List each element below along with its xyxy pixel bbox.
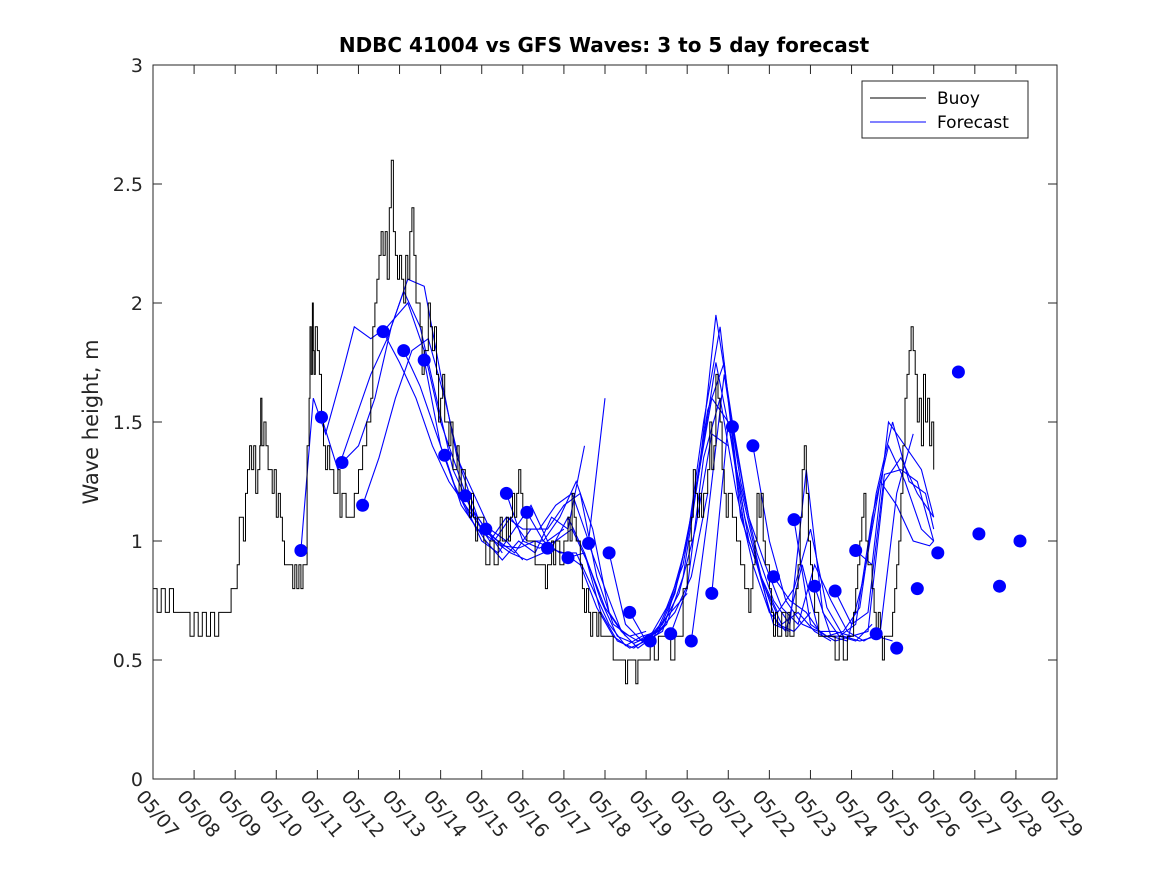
forecast-marker (458, 489, 472, 503)
buoy-series (153, 159, 935, 685)
legend: Buoy Forecast (861, 80, 1029, 139)
x-tick-label: 05/16 (501, 786, 553, 842)
x-tick-label: 05/10 (254, 786, 306, 842)
x-tick-label: 05/09 (213, 786, 265, 842)
forecast-line (341, 278, 524, 561)
forecast-line (505, 493, 688, 642)
forecast-marker (376, 325, 390, 339)
forecast-marker (643, 634, 657, 648)
forecast-marker (828, 584, 842, 598)
forecast-marker (315, 410, 328, 424)
forecast-marker (561, 551, 575, 565)
forecast-line (608, 362, 791, 642)
forecast-line (670, 398, 852, 642)
forecast-line (588, 326, 770, 649)
forecast-line (731, 426, 914, 642)
forecast-marker (397, 344, 411, 358)
forecast-line (814, 480, 935, 642)
forecast-marker (356, 498, 370, 512)
x-tick-label: 05/22 (748, 786, 800, 842)
forecast-marker (890, 641, 904, 655)
x-tick-label: 05/18 (583, 786, 635, 842)
forecast-marker (438, 448, 452, 462)
x-tick-label: 05/25 (871, 786, 923, 842)
forecast-marker (931, 546, 945, 560)
forecast-markers (294, 325, 1027, 655)
forecast-marker (684, 634, 698, 648)
forecast-marker (808, 579, 822, 593)
y-tick-label: 0.5 (113, 650, 143, 672)
forecast-marker (1013, 534, 1027, 548)
forecast-line (403, 350, 586, 561)
x-tick-label: 05/07 (131, 786, 183, 842)
forecast-marker (725, 420, 739, 434)
forecast-marker (910, 582, 924, 596)
forecast-marker (499, 486, 513, 500)
legend-forecast-label: Forecast (937, 113, 1009, 133)
forecast-line (834, 468, 935, 626)
x-tick-label: 05/11 (296, 786, 348, 842)
forecast-line (690, 374, 873, 642)
forecast-marker (582, 536, 596, 550)
forecast-line (320, 289, 503, 554)
forecast-marker (869, 627, 883, 641)
forecast-line (547, 432, 729, 649)
x-tick-label: 05/15 (460, 786, 512, 842)
forecast-marker (705, 586, 719, 600)
forecast-marker (602, 546, 616, 560)
y-axis: 0 0.5 1 1.5 2 2.5 3 (113, 55, 1057, 791)
forecast-marker (417, 353, 431, 367)
forecast-line (855, 420, 935, 566)
x-tick-label: 05/26 (912, 786, 964, 842)
forecast-line (773, 444, 935, 637)
legend-box (861, 80, 1029, 139)
x-tick-label: 05/17 (542, 786, 594, 842)
x-tick-label: 05/08 (172, 786, 224, 842)
x-tick-label: 05/29 (1035, 786, 1087, 842)
forecast-marker (787, 513, 801, 527)
y-tick-label: 1.5 (113, 412, 143, 434)
x-tick-label: 05/20 (665, 786, 717, 842)
x-tick-label: 05/21 (706, 786, 758, 842)
forecast-marker (767, 570, 780, 584)
y-tick-label: 1 (131, 531, 143, 553)
y-tick-label: 2 (131, 293, 143, 315)
y-tick-label: 3 (131, 55, 143, 77)
forecast-marker (849, 544, 863, 557)
y-tick-label: 2.5 (113, 174, 143, 196)
forecast-marker (479, 522, 493, 536)
x-tick-label: 05/23 (789, 786, 841, 842)
forecast-marker (335, 456, 349, 469)
x-tick-label: 05/24 (830, 786, 882, 842)
x-tick-label: 05/19 (624, 786, 676, 842)
forecast-marker (972, 527, 986, 541)
forecast-marker (623, 605, 637, 619)
x-tick-label: 05/14 (419, 786, 471, 842)
forecast-marker (520, 505, 534, 519)
x-tick-label: 05/27 (953, 786, 1005, 842)
forecast-marker (541, 541, 554, 555)
x-tick-label: 05/12 (337, 786, 389, 842)
forecast-marker (993, 579, 1006, 593)
x-tick-label: 05/28 (994, 786, 1046, 842)
legend-buoy-label: Buoy (937, 89, 980, 109)
buoy-line (153, 159, 935, 685)
forecast-marker (664, 627, 678, 641)
forecast-marker (746, 439, 760, 453)
y-tick-label: 0 (131, 769, 143, 791)
chart-title: NDBC 41004 vs GFS Waves: 3 to 5 day fore… (339, 33, 870, 57)
forecast-marker (951, 365, 965, 379)
y-axis-label: Wave height, m (79, 339, 103, 504)
x-tick-label: 05/13 (378, 786, 430, 842)
x-axis: 05/0705/0805/0905/1005/1105/1205/1305/14… (131, 65, 1087, 842)
forecast-marker (294, 544, 308, 557)
